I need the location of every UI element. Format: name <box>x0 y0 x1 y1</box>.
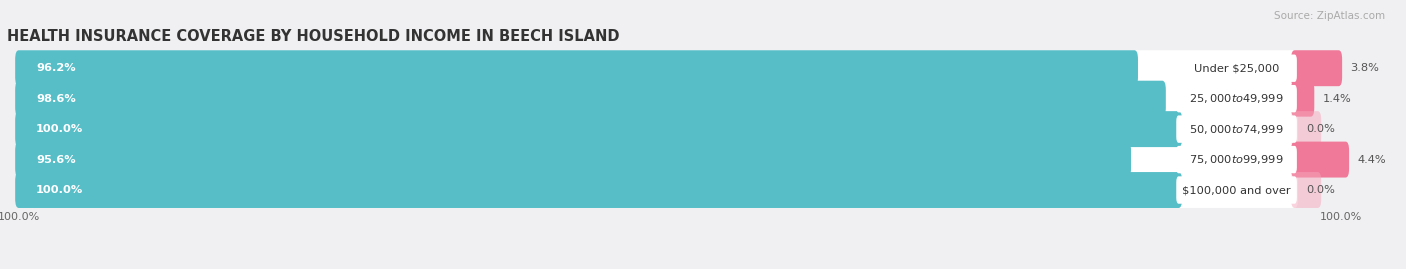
Text: 1.4%: 1.4% <box>1323 94 1351 104</box>
FancyBboxPatch shape <box>1291 141 1350 178</box>
FancyBboxPatch shape <box>15 50 1298 86</box>
Text: 100.0%: 100.0% <box>37 124 83 134</box>
Text: 0.0%: 0.0% <box>1306 185 1336 195</box>
Text: 0.0%: 0.0% <box>1306 124 1336 134</box>
FancyBboxPatch shape <box>15 141 1130 178</box>
Text: Under $25,000: Under $25,000 <box>1194 63 1279 73</box>
Text: $75,000 to $99,999: $75,000 to $99,999 <box>1189 153 1284 166</box>
FancyBboxPatch shape <box>1177 176 1296 204</box>
FancyBboxPatch shape <box>15 111 1298 147</box>
FancyBboxPatch shape <box>15 50 1137 86</box>
Text: 100.0%: 100.0% <box>37 185 83 195</box>
Text: 100.0%: 100.0% <box>0 212 39 222</box>
Text: $100,000 and over: $100,000 and over <box>1182 185 1291 195</box>
FancyBboxPatch shape <box>1177 85 1296 112</box>
Text: 4.4%: 4.4% <box>1357 155 1386 165</box>
FancyBboxPatch shape <box>1177 146 1296 173</box>
FancyBboxPatch shape <box>1291 111 1322 147</box>
FancyBboxPatch shape <box>1291 81 1315 117</box>
Text: 95.6%: 95.6% <box>37 155 76 165</box>
Text: 100.0%: 100.0% <box>1320 212 1362 222</box>
FancyBboxPatch shape <box>15 111 1182 147</box>
Text: Source: ZipAtlas.com: Source: ZipAtlas.com <box>1274 11 1385 21</box>
FancyBboxPatch shape <box>15 81 1166 117</box>
FancyBboxPatch shape <box>1291 172 1322 208</box>
FancyBboxPatch shape <box>15 172 1298 208</box>
FancyBboxPatch shape <box>1177 55 1296 82</box>
FancyBboxPatch shape <box>1291 50 1343 86</box>
FancyBboxPatch shape <box>1177 115 1296 143</box>
Text: $50,000 to $74,999: $50,000 to $74,999 <box>1189 123 1284 136</box>
FancyBboxPatch shape <box>15 172 1182 208</box>
Legend: With Coverage, Without Coverage: With Coverage, Without Coverage <box>461 266 721 269</box>
Text: HEALTH INSURANCE COVERAGE BY HOUSEHOLD INCOME IN BEECH ISLAND: HEALTH INSURANCE COVERAGE BY HOUSEHOLD I… <box>7 30 620 44</box>
Text: 96.2%: 96.2% <box>37 63 76 73</box>
FancyBboxPatch shape <box>15 141 1298 178</box>
Text: $25,000 to $49,999: $25,000 to $49,999 <box>1189 92 1284 105</box>
Text: 3.8%: 3.8% <box>1350 63 1379 73</box>
Text: 98.6%: 98.6% <box>37 94 76 104</box>
FancyBboxPatch shape <box>15 81 1298 117</box>
